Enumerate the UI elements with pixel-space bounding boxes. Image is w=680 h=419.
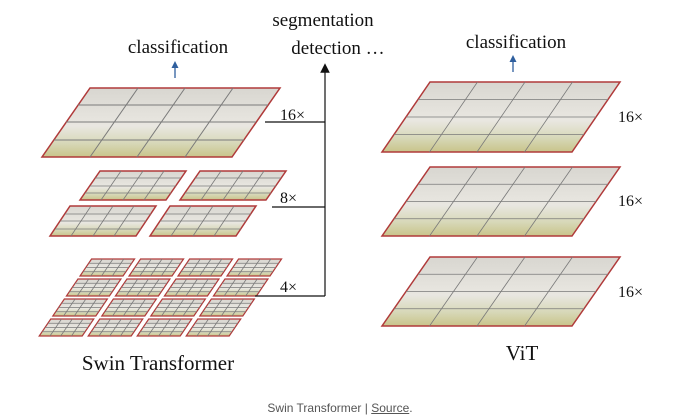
vit-scale-1: 16×: [618, 109, 643, 126]
vit-stage-1: [380, 81, 622, 153]
swin-stage-8x: [48, 170, 288, 237]
figure-caption: Swin Transformer | Source.: [0, 401, 680, 415]
caption-text: Swin Transformer |: [267, 401, 372, 415]
swin-up-arrow: [171, 61, 179, 78]
vit-classification-label: classification: [466, 32, 567, 53]
vit-stage-3: [380, 256, 622, 327]
swin-scale-8x: 8×: [280, 190, 297, 207]
caption-end: .: [409, 401, 413, 415]
swin-vs-vit-diagram: classification segmentation detection … …: [38, 10, 643, 375]
vit-stage-2: [380, 166, 622, 237]
swin-stage-16x: [40, 87, 282, 158]
swin-scale-4x: 4×: [280, 279, 297, 296]
vit-scale-2: 16×: [618, 193, 643, 210]
vit-up-arrow: [509, 55, 517, 72]
swin-8x-grid: [55, 170, 281, 237]
dense-task-label-1: segmentation: [272, 10, 374, 31]
swin-connectors: [255, 63, 330, 297]
dense-task-label-2: detection …: [291, 38, 384, 59]
swin-classification-label: classification: [128, 37, 229, 58]
swin-title: Swin Transformer: [82, 351, 234, 375]
caption-source-link[interactable]: Source: [371, 401, 410, 415]
swin-16x-grid: [54, 87, 268, 158]
vit-title: ViT: [506, 341, 539, 365]
swin-scale-16x: 16×: [280, 107, 305, 124]
vit-scale-3: 16×: [618, 284, 643, 301]
swin-stage-4x: [38, 258, 283, 337]
